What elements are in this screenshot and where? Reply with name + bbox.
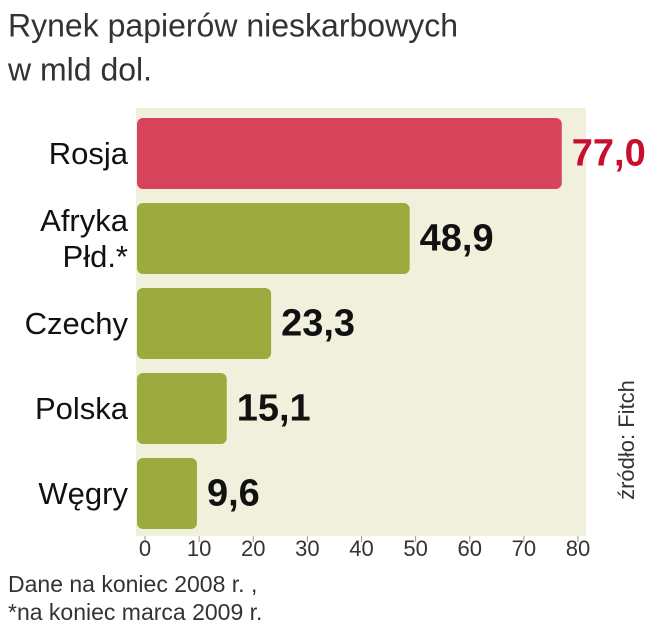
note: *na koniec marca 2009 r.: [8, 599, 262, 625]
x-tick-label: 40: [349, 536, 373, 561]
value-label: 48,9: [420, 218, 494, 260]
source: źródło: Fitch: [614, 380, 639, 500]
value-label: 77,0: [572, 133, 646, 175]
x-tick-label: 20: [241, 536, 265, 561]
value-label: 9,6: [207, 473, 260, 515]
category-label: Polska: [34, 390, 128, 426]
bar: [137, 118, 562, 189]
bar: [137, 203, 410, 274]
x-tick-label: 70: [512, 536, 536, 561]
value-label: 23,3: [281, 303, 355, 345]
chart-subtitle: w mld dol.: [7, 51, 152, 87]
x-tick-label: 60: [458, 536, 482, 561]
x-tick-label: 10: [187, 536, 211, 561]
bar: [137, 458, 197, 529]
value-label: 15,1: [237, 388, 311, 430]
note: Dane na koniec 2008 r. ,: [8, 571, 257, 597]
x-tick-label: 30: [295, 536, 319, 561]
category-label: Afryka Płd.*: [40, 202, 128, 274]
x-tick-label: 0: [139, 536, 151, 561]
category-label: Czechy: [24, 305, 128, 341]
x-tick-label: 80: [566, 536, 590, 561]
category-label: Węgry: [38, 475, 128, 511]
x-tick-label: 50: [403, 536, 427, 561]
bar: [137, 288, 272, 359]
category-label: Rosja: [48, 135, 128, 171]
bar: [137, 373, 227, 444]
chart-title: Rynek papierów nieskarbowych: [8, 7, 458, 43]
